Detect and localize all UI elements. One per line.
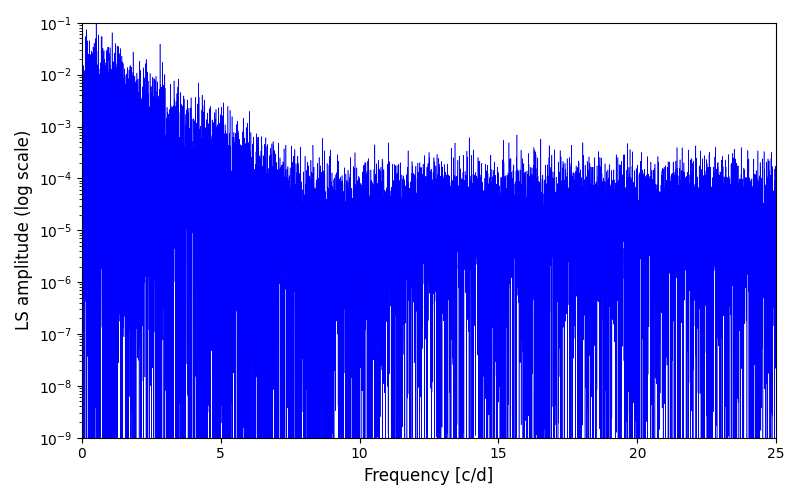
X-axis label: Frequency [c/d]: Frequency [c/d] [364, 467, 494, 485]
Y-axis label: LS amplitude (log scale): LS amplitude (log scale) [15, 130, 33, 330]
